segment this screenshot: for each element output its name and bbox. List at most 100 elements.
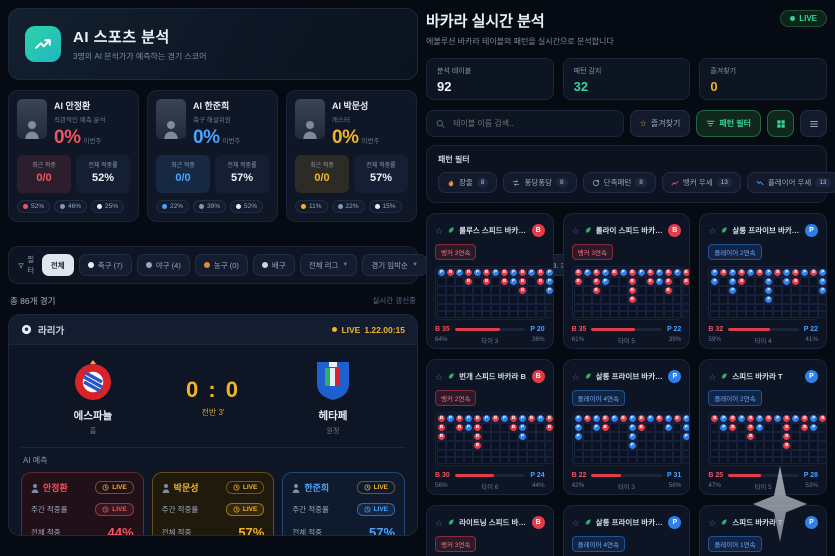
- prediction-card[interactable]: 한준희 LIVE 주간 적중률 LIVE 전체 적중 57%: [282, 472, 406, 536]
- badge-dot-icon: [236, 204, 242, 209]
- league-select[interactable]: 전체 리그 ▼: [299, 254, 358, 276]
- total-hit-value: 57%: [368, 525, 396, 536]
- road-cell: [645, 450, 655, 457]
- grid-view-button[interactable]: [767, 110, 794, 137]
- road-cell: [437, 457, 446, 464]
- stat-badge: 52%: [17, 200, 51, 213]
- sport-filter-축구 (7)[interactable]: 축구 (7): [78, 254, 132, 276]
- road-cell: B: [773, 268, 783, 277]
- list-view-button[interactable]: [800, 110, 827, 137]
- pattern-filter-button[interactable]: 패턴 필터: [696, 110, 761, 137]
- tie-count: 타이 5: [618, 338, 635, 345]
- star-icon[interactable]: ☆: [708, 372, 717, 382]
- road-cell: [809, 277, 819, 286]
- table-pct-row: 61% 타이 5 39%: [572, 336, 682, 345]
- road-cell: [582, 441, 592, 450]
- pattern-chip-퐁당퐁당[interactable]: 퐁당퐁당 8: [503, 172, 577, 193]
- road-cell: B: [636, 414, 646, 423]
- star-icon[interactable]: ☆: [571, 226, 580, 236]
- road-cell: B: [746, 423, 756, 432]
- table-search-input[interactable]: [451, 118, 614, 129]
- road-cell: [800, 277, 810, 286]
- sport-filter-농구 (0)[interactable]: 농구 (0): [194, 254, 248, 276]
- road-cell: [509, 432, 518, 441]
- analyst-card[interactable]: AI 박문성 캐스터 0% 이번주 최근 적중 0/0 전체 적중률 57% 11% 22% 15%: [286, 90, 417, 222]
- road-cell: [491, 277, 500, 286]
- road-cell: [500, 441, 509, 450]
- road-cell: [773, 423, 783, 432]
- streak-tag: 플레이어 4연속: [571, 536, 625, 552]
- player-bead: P: [546, 287, 553, 294]
- sport-filter-label: 축구 (7): [97, 260, 123, 270]
- road-cell: [509, 295, 518, 304]
- road-cell: B: [782, 432, 792, 441]
- result-badge: P: [804, 515, 818, 529]
- road-cell: [618, 304, 628, 311]
- weekly-hit-row: 주간 적중률 LIVE: [292, 503, 396, 516]
- road-cell: [482, 441, 491, 450]
- star-icon[interactable]: ☆: [708, 518, 717, 528]
- prediction-card[interactable]: 박문성 LIVE 주간 적중률 LIVE 전체 적중 57%: [151, 472, 275, 535]
- table-score-row: B 30 P 24: [435, 472, 545, 479]
- road-cell: [582, 304, 592, 311]
- star-icon[interactable]: ☆: [571, 518, 580, 528]
- star-icon[interactable]: ☆: [708, 226, 717, 236]
- badge-dot-icon: [23, 204, 28, 209]
- pattern-chip-장줄[interactable]: 장줄 8: [438, 172, 498, 193]
- sport-filter-전체[interactable]: 전체: [41, 254, 74, 276]
- road-cell: [473, 304, 482, 311]
- road-cell: [809, 450, 819, 457]
- road-cell: [527, 457, 536, 464]
- star-icon[interactable]: ☆: [435, 372, 444, 382]
- player-bead: P: [592, 415, 600, 422]
- road-cell: [491, 457, 500, 464]
- recent-hit-value: 0/0: [314, 172, 330, 184]
- table-search[interactable]: [426, 110, 624, 137]
- star-icon[interactable]: ☆: [435, 518, 444, 528]
- banker-bead: B: [738, 278, 746, 285]
- road-cell: [582, 457, 592, 464]
- chevron-down-icon: ▼: [411, 262, 418, 268]
- road-cell: P: [818, 286, 826, 295]
- road-cell: P: [809, 414, 819, 423]
- analyst-card[interactable]: AI 한준희 축구 해설위원 0% 이번주 최근 적중 0/0 전체 적중률 57% 22% 39…: [147, 90, 278, 222]
- road-cell: [618, 432, 628, 441]
- table-pct-row: 56% 타이 6 44%: [435, 482, 545, 491]
- road-cell: [636, 457, 646, 464]
- player-bead: P: [601, 269, 609, 276]
- road-cell: P: [500, 414, 509, 423]
- analyst-card[interactable]: AI 안정환 직관적인 예측 분석 0% 이번주 최근 적중 0/0 전체 적중률 52% 52…: [8, 90, 139, 222]
- road-cell: [818, 304, 826, 311]
- leaf-icon: [584, 372, 592, 380]
- pattern-chip-뱅커 우세[interactable]: 뱅커 우세 13: [661, 172, 741, 193]
- sport-filter-야구 (4)[interactable]: 야구 (4): [136, 254, 190, 276]
- prediction-card[interactable]: 안정환 LIVE 주간 적중률 LIVE 전체 적중 44%: [21, 472, 144, 535]
- favorites-button[interactable]: ☆ 즐겨찾기: [629, 110, 691, 137]
- road-cell: [782, 450, 792, 457]
- player-bead: P: [819, 269, 826, 276]
- banker-bead: B: [682, 278, 690, 285]
- road-cell: [710, 457, 720, 464]
- road-cell: [764, 311, 774, 318]
- sort-select[interactable]: 경기 임박순 ▼: [362, 254, 427, 276]
- road-cell: [582, 423, 592, 432]
- pattern-chip-단족패턴[interactable]: 단족패턴 8: [582, 172, 656, 193]
- star-icon[interactable]: ☆: [571, 372, 580, 382]
- banker-bead: B: [664, 278, 672, 285]
- road-cell: [728, 304, 738, 311]
- sport-filter-배구[interactable]: 배구: [252, 254, 295, 276]
- match-card[interactable]: 라리가 LIVE 1.22.00:15 에스: [8, 314, 418, 536]
- baccarat-panel: 바카라 실시간 분석 에볼루션 바카라 테이블의 패턴을 실시간으로 분석합니다…: [426, 10, 835, 556]
- road-cell: [536, 457, 545, 464]
- pattern-chip-플레이어 우세[interactable]: 플레이어 우세 13: [746, 172, 835, 193]
- star-icon[interactable]: ☆: [435, 226, 444, 236]
